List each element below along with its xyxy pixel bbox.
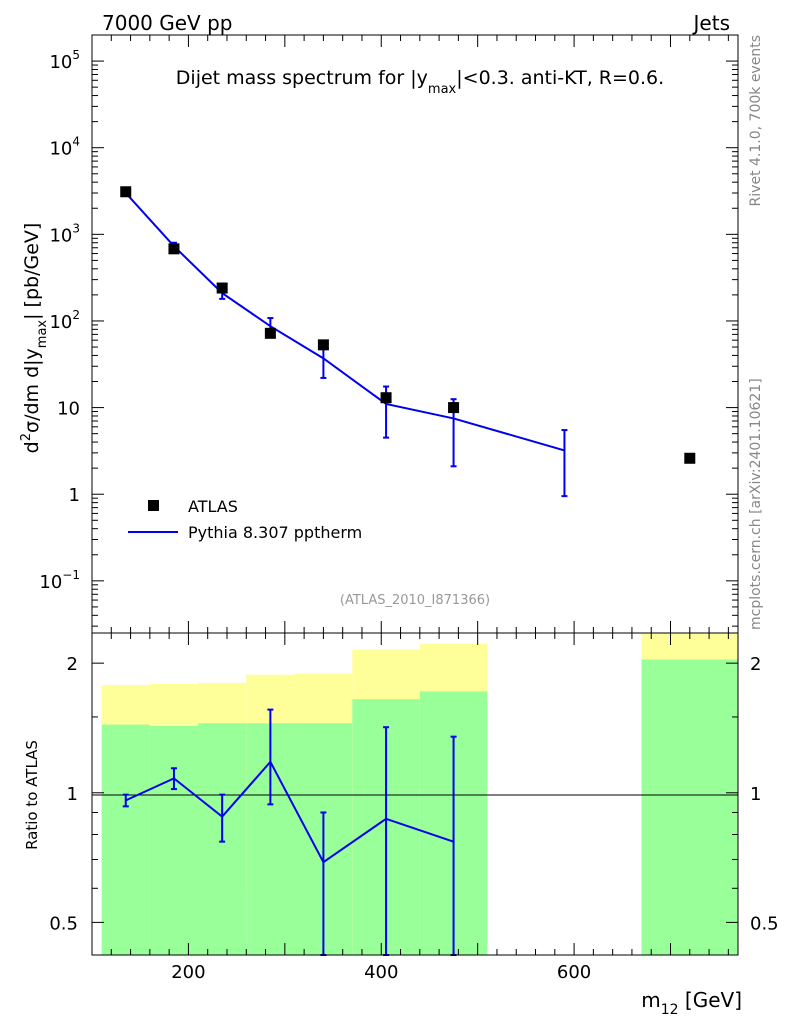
xlabel-base: m (641, 988, 660, 1012)
main-ticks (91, 34, 738, 633)
atlas-data-point (120, 186, 132, 198)
x-tick-label: 400 (364, 962, 398, 983)
mcplots-label: mcplots.cern.ch [arXiv:2401.10621] (748, 378, 764, 630)
x-axis-label: m12 [GeV] (641, 988, 742, 1018)
ratio-frame (91, 632, 739, 956)
main-y-tick-label: 102 (49, 308, 80, 333)
main-y-tick-label: 104 (49, 135, 80, 160)
data-series (120, 186, 696, 464)
legend-label-atlas: ATLAS (188, 497, 238, 516)
tick-exponent: −1 (62, 568, 80, 582)
atlas-data-point (216, 282, 228, 294)
energy-label: 7000 GeV pp (102, 11, 233, 35)
ylabel-p1: d (21, 441, 43, 453)
legend: ATLAS Pythia 8.307 pptherm (128, 497, 362, 542)
mc-line (125, 192, 565, 452)
tick-base: 1 (69, 485, 80, 506)
analysis-tag: (ATLAS_2010_I871366) (340, 593, 490, 608)
plot-title: Dijet mass spectrum for |ymax|<0.3. anti… (176, 67, 664, 97)
main-y-tick-label: 10−1 (39, 568, 80, 593)
plot-title-suffix: |<0.3. anti-KT, R=0.6. (456, 67, 664, 89)
ratio-band-inner (149, 725, 199, 955)
tick-exponent: 2 (72, 308, 80, 322)
tick-exponent: 5 (72, 48, 80, 62)
atlas-data-point (684, 452, 696, 464)
ratio-bands (101, 633, 738, 955)
tick-base: 10 (57, 399, 80, 420)
ratio-y-tick-label-right: 1 (750, 784, 761, 805)
main-y-tick-label: 1 (69, 485, 80, 506)
ratio-panel: 0.5 0.5 1 1 2 2 200 400 600 Ratio to ATLAS (23, 632, 779, 983)
tick-base: 10 (49, 225, 72, 246)
x-tick-label: 200 (171, 962, 205, 983)
ratio-y-tick-label: 2 (67, 654, 78, 675)
ylabel-p3: | [pb/GeV] (21, 223, 43, 320)
ylabel-p2: σ/dm d|y (21, 348, 43, 433)
legend-marker-atlas (148, 500, 159, 511)
ylabel-sup: 2 (19, 433, 34, 441)
xlabel-unit: [GeV] (679, 988, 742, 1012)
x-tick-label: 600 (557, 962, 591, 983)
plot-title-sub: max (428, 82, 457, 97)
tick-base: 10 (49, 52, 72, 73)
main-frame (91, 34, 739, 634)
tick-base: 10 (49, 312, 72, 333)
atlas-data-point (448, 402, 460, 414)
process-label: Jets (692, 11, 730, 35)
ratio-y-tick-label: 0.5 (49, 913, 78, 934)
ratio-series (122, 708, 457, 956)
ratio-y-tick-label-right: 0.5 (750, 913, 779, 934)
ratio-y-tick-label: 1 (67, 784, 78, 805)
ratio-ytick-labels: 0.5 0.5 1 1 2 2 (49, 654, 778, 934)
atlas-data-point (317, 339, 329, 351)
x-tick-labels: 200 400 600 (171, 962, 591, 983)
tick-base: 10 (49, 139, 72, 160)
main-y-tick-label: 103 (49, 221, 80, 246)
tick-base: 10 (39, 572, 62, 593)
main-y-tick-label: 10 (57, 399, 80, 420)
legend-label-pythia: Pythia 8.307 pptherm (188, 523, 362, 542)
tick-exponent: 3 (72, 221, 80, 235)
xlabel-sub: 12 (661, 1002, 679, 1018)
ratio-ticks (91, 633, 738, 955)
atlas-data-point (264, 327, 276, 339)
atlas-data-point (168, 243, 180, 255)
main-y-tick-label: 105 (49, 48, 80, 73)
ratio-y-axis-label: Ratio to ATLAS (23, 740, 41, 850)
ratio-band-inner (641, 659, 738, 955)
ylabel-sub: max (35, 320, 50, 349)
atlas-data-point (380, 392, 392, 404)
plot-title-prefix: Dijet mass spectrum for |y (176, 67, 428, 89)
mc-series (122, 191, 568, 498)
main-y-axis-label: d2σ/dm d|ymax| [pb/GeV] (19, 223, 50, 454)
ratio-band-inner (101, 724, 150, 955)
tick-exponent: 4 (72, 135, 80, 149)
ratio-y-tick-label-right: 2 (750, 654, 761, 675)
rivet-label: Rivet 4.1.0, 700k events (748, 35, 764, 206)
